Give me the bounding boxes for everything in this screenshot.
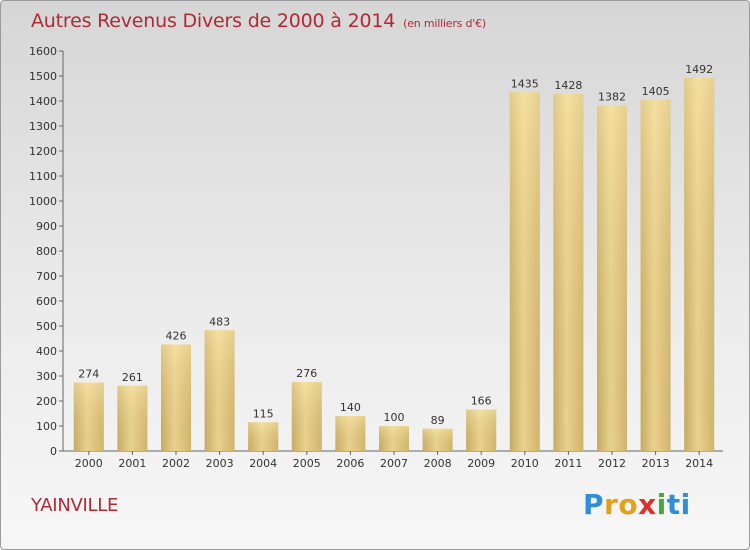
bar-shade [73, 382, 104, 451]
x-tick-label: 2007 [380, 457, 408, 470]
bar-shade [335, 416, 366, 451]
chart-subtitle: (en milliers d'€) [403, 17, 487, 30]
y-tick-label: 1600 [29, 45, 57, 58]
x-tick-label: 2010 [511, 457, 539, 470]
logo-letter-ti: ti [666, 488, 691, 521]
y-tick-label: 1400 [29, 95, 57, 108]
bar-shade [684, 78, 715, 451]
y-tick-label: 1200 [29, 145, 57, 158]
x-tick-label: 2009 [467, 457, 495, 470]
bar-value-label: 276 [296, 367, 317, 380]
bar-shade [640, 99, 671, 451]
y-tick-label: 900 [36, 220, 57, 233]
y-tick-label: 500 [36, 320, 57, 333]
x-tick-label: 2002 [162, 457, 190, 470]
logo-letter-o: o [618, 488, 639, 521]
x-tick-label: 2006 [336, 457, 364, 470]
bar-value-label: 115 [253, 407, 274, 420]
logo-letter-r: r [604, 488, 619, 521]
bar-value-label: 426 [166, 330, 187, 343]
x-tick-label: 2008 [424, 457, 452, 470]
bar-value-label: 100 [384, 411, 405, 424]
bar-shade [204, 330, 235, 451]
y-tick-label: 100 [36, 420, 57, 433]
x-tick-label: 2004 [249, 457, 277, 470]
y-tick-label: 200 [36, 395, 57, 408]
logo-letter-p: P [583, 488, 605, 521]
bar-value-label: 166 [471, 395, 492, 408]
bar-shade [291, 382, 322, 451]
logo-letter-i: i [656, 488, 667, 521]
y-tick-label: 0 [50, 445, 57, 458]
bar-shade [422, 428, 453, 451]
x-tick-label: 2011 [554, 457, 582, 470]
chart-title-text: Autres Revenus Divers de 2000 à 2014 [31, 10, 396, 32]
y-tick-label: 300 [36, 370, 57, 383]
bar-value-label: 1382 [598, 91, 626, 104]
y-tick-label: 1000 [29, 195, 57, 208]
bar-value-label: 89 [431, 414, 445, 427]
y-tick-label: 400 [36, 345, 57, 358]
bar-shade [509, 92, 540, 451]
bar-shade [161, 344, 191, 451]
x-tick-label: 2005 [293, 457, 321, 470]
commune-name: YAINVILLE [31, 495, 119, 516]
bar-shade [117, 385, 148, 451]
bar-value-label: 140 [340, 401, 361, 414]
x-tick-label: 2013 [642, 457, 670, 470]
chart-title: Autres Revenus Divers de 2000 à 2014 (en … [31, 10, 486, 32]
bar-value-label: 483 [209, 315, 230, 328]
bar-value-label: 1492 [685, 63, 713, 76]
y-tick-label: 1500 [29, 70, 57, 83]
bar-shade [379, 426, 409, 451]
proxiti-logo: Proxiti [583, 488, 691, 521]
bar-value-label: 1428 [554, 79, 582, 92]
bar-value-label: 1435 [511, 77, 539, 90]
x-tick-label: 2000 [75, 457, 103, 470]
y-tick-label: 700 [36, 270, 57, 283]
bars-group: 274 261 426 483 115 276 140 100 89 166 1435 1428 138… [73, 63, 715, 451]
y-tick-label: 600 [36, 295, 57, 308]
x-tick-label: 2014 [685, 457, 713, 470]
y-tick-label: 1300 [29, 120, 57, 133]
bar-value-label: 261 [122, 371, 143, 384]
bar-shade [248, 422, 279, 451]
logo-letter-x: x [638, 488, 657, 521]
bar-value-label: 274 [78, 368, 99, 381]
x-tick-label: 2012 [598, 457, 626, 470]
bar-shade [466, 409, 497, 451]
bar-shade [553, 94, 584, 451]
y-tick-label: 1100 [29, 170, 57, 183]
x-tick-label: 2001 [118, 457, 146, 470]
bar-shade [597, 105, 627, 451]
y-tick-label: 800 [36, 245, 57, 258]
x-tick-label: 2003 [206, 457, 234, 470]
bar-value-label: 1405 [642, 85, 670, 98]
